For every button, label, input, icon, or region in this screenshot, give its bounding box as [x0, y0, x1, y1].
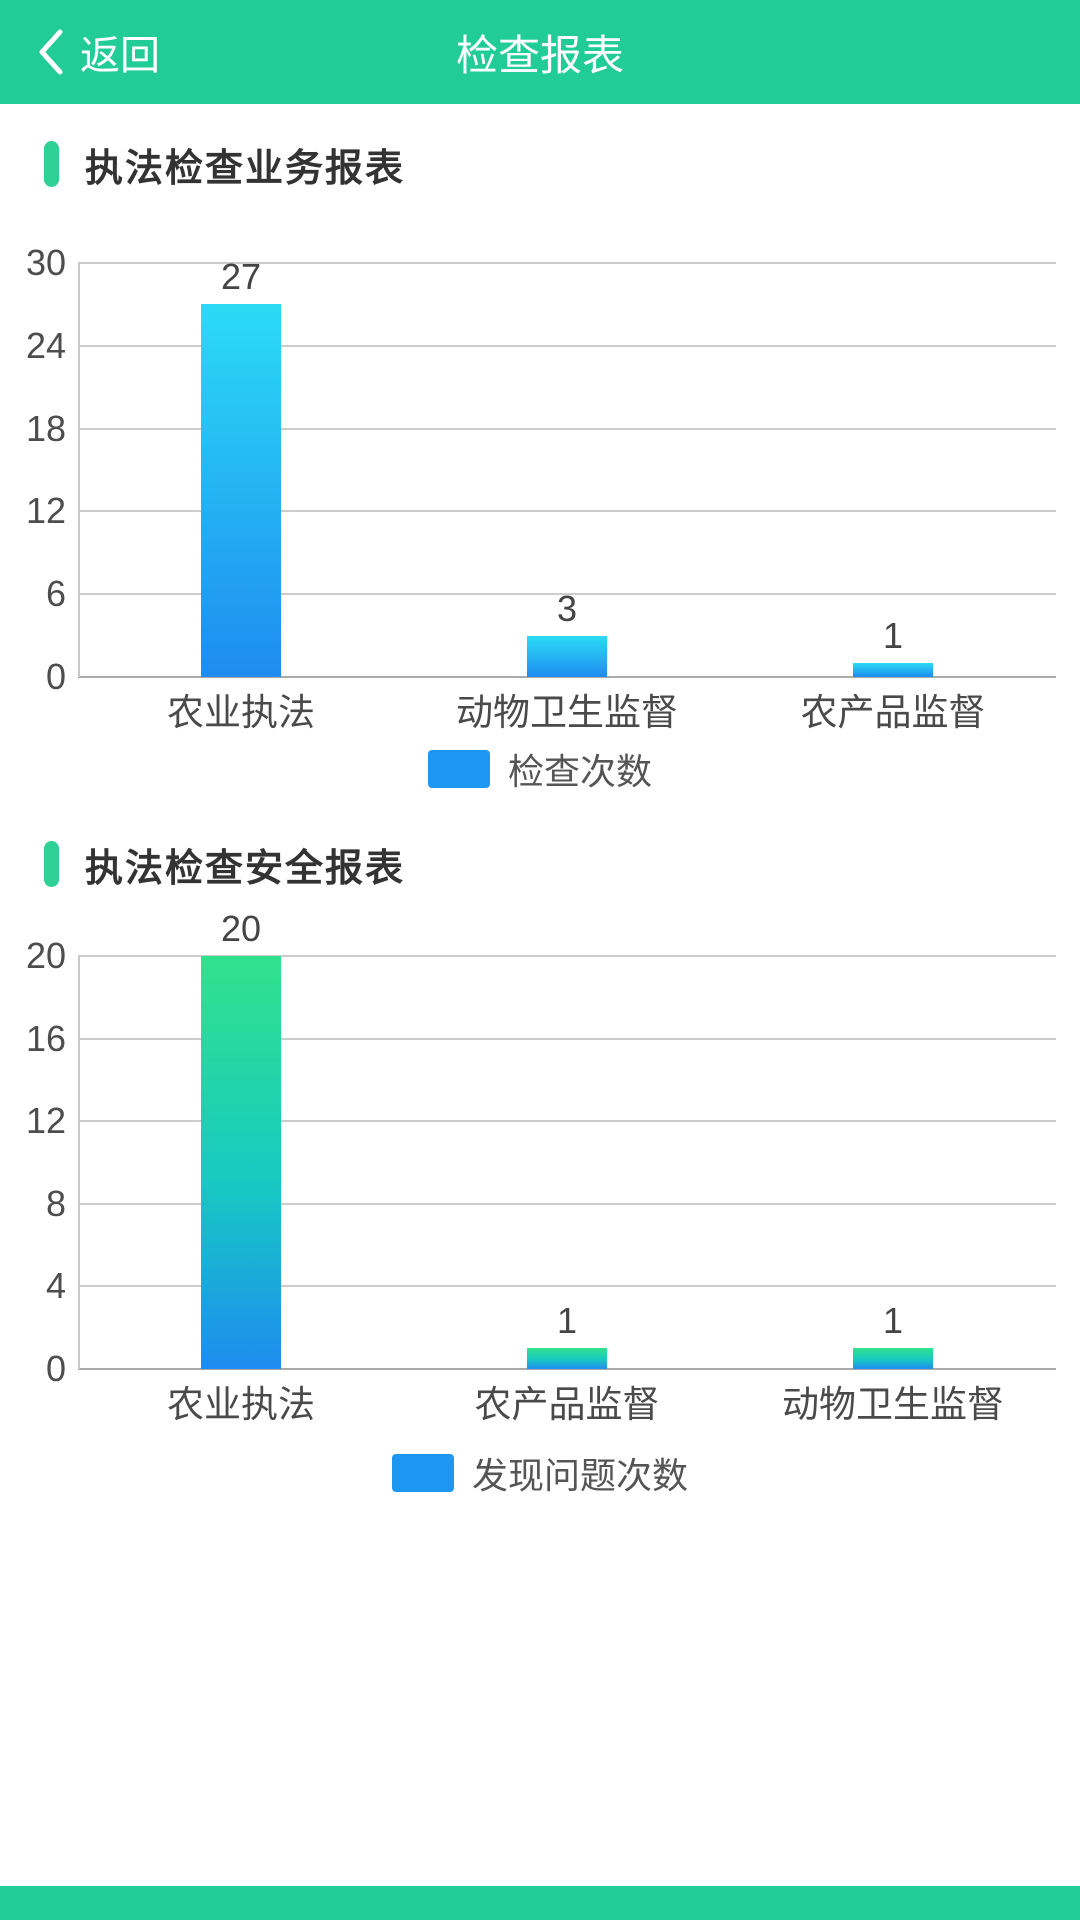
bar-value-label: 3 [556, 587, 578, 629]
legend-swatch-icon [427, 750, 490, 788]
y-axis-tick-label: 12 [25, 1100, 66, 1142]
back-chevron-icon [39, 29, 63, 75]
bar-value-label: 27 [220, 256, 262, 298]
x-axis-category-label: 农业执法 [167, 1384, 315, 1425]
y-axis-tick-label: 0 [45, 656, 66, 697]
bar-value-label: 1 [882, 1300, 904, 1342]
y-axis-tick-label: 30 [25, 242, 66, 283]
bar-3[interactable] [853, 663, 933, 677]
legend-swatch-icon [391, 1454, 454, 1492]
bar-2[interactable] [527, 1348, 607, 1369]
legend-label: 发现问题次数 [471, 1455, 688, 1496]
y-axis-tick-label: 24 [25, 324, 66, 366]
y-axis-tick-label: 12 [25, 490, 66, 532]
bar-2[interactable] [527, 635, 607, 677]
bar-value-label: 1 [556, 1300, 578, 1342]
y-axis-tick-label: 4 [45, 1265, 66, 1307]
legend-problem-count[interactable]: 发现问题次数 [0, 1447, 1080, 1499]
legend-label: 检查次数 [507, 751, 652, 792]
x-axis-category-label: 农业执法 [167, 692, 315, 733]
legend-inspection-count[interactable]: 检查次数 [0, 743, 1080, 795]
section-header-business: 执法检查业务报表 [44, 140, 405, 190]
y-axis-line [78, 263, 80, 677]
section-header-safety: 执法检查安全报表 [44, 840, 405, 890]
y-axis-tick-label: 20 [25, 935, 66, 976]
x-axis-category-label: 农产品监督 [474, 1384, 660, 1425]
gridline [78, 262, 1056, 264]
y-axis-tick-label: 0 [45, 1348, 66, 1389]
page-title: 检查报表 [455, 31, 624, 79]
y-axis-tick-label: 16 [25, 1017, 66, 1059]
x-axis-category-label: 农产品监督 [800, 692, 986, 733]
section-title-safety: 执法检查安全报表 [85, 847, 406, 890]
bar-1[interactable] [201, 956, 281, 1369]
section-marker-icon [44, 141, 59, 187]
bottom-bar [0, 1886, 1080, 1920]
y-axis-tick-label: 18 [25, 407, 66, 449]
x-axis-category-label: 动物卫生监督 [456, 692, 678, 733]
back-button-label: 返回 [80, 34, 160, 78]
section-title-business: 执法检查业务报表 [85, 147, 406, 190]
bar-value-label: 1 [882, 615, 904, 657]
x-axis-category-label: 动物卫生监督 [782, 1384, 1004, 1425]
bar-1[interactable] [201, 304, 281, 677]
bar-3[interactable] [853, 1348, 933, 1369]
back-button[interactable]: 返回 [34, 0, 160, 104]
bar-value-label: 20 [220, 908, 262, 949]
section-marker-icon [44, 841, 59, 887]
y-axis-line [78, 956, 80, 1369]
app-header: 返回 检查报表 [0, 0, 1080, 104]
y-axis-tick-label: 8 [45, 1182, 66, 1224]
y-axis-tick-label: 6 [45, 573, 66, 615]
